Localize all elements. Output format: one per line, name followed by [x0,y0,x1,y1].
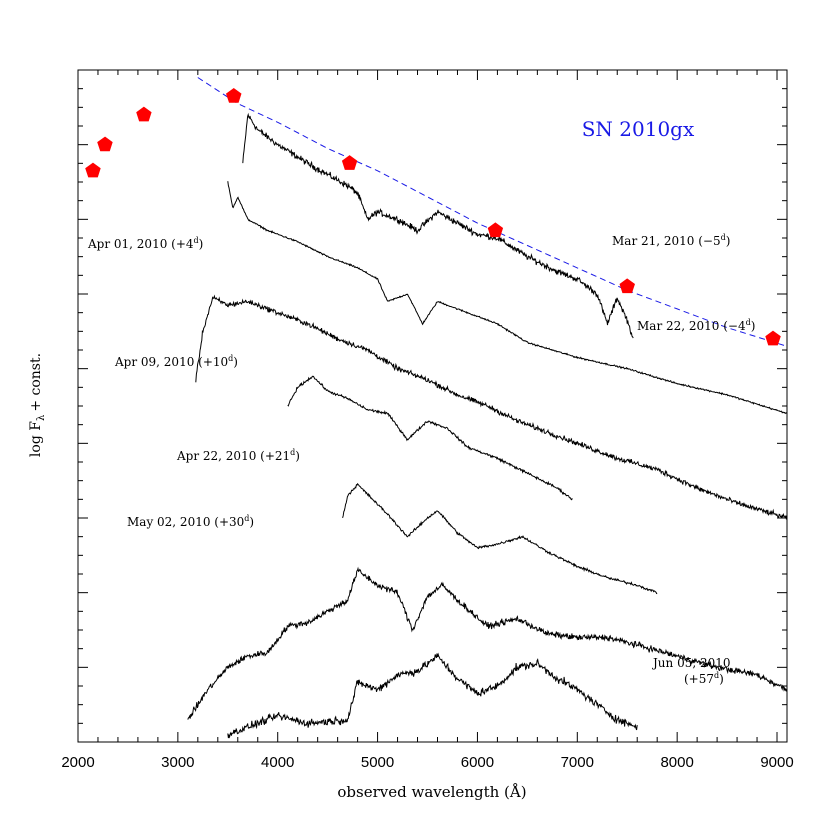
x-tick-label: 7000 [561,754,594,771]
label-jun05-phase: (+57d) [684,671,724,686]
label-apr01: Apr 01, 2010 (+4d) [87,236,203,251]
label-mar21: Mar 21, 2010 (−5d) [612,233,730,248]
x-tick-label: 3000 [161,754,194,771]
x-tick-label: 9000 [760,754,793,771]
photometry-point-5 [487,222,504,238]
spectrum-line-6 [227,652,638,739]
x-tick-label: 6000 [461,754,494,771]
photometry-point-7 [765,330,781,346]
spectrum-line-3 [287,375,573,501]
spectrum-line-0 [242,112,634,339]
model-curve [197,77,788,347]
chart-title: SN 2010gx [582,117,695,141]
label-apr22: Apr 22, 2010 (+21d) [176,448,300,463]
y-axis-label: log Fλ+ const. [28,353,47,457]
label-mar22: Mar 22, 2010 (−4d) [637,318,755,333]
x-tick-label: 5000 [361,754,394,771]
series-layer [187,112,788,739]
label-apr09: Apr 09, 2010 (+10d) [114,354,238,369]
model-layer [197,77,788,347]
x-tick-label: 2000 [61,754,94,771]
x-axis-label: observed wavelength (Å) [337,783,526,801]
photometry-point-4 [341,155,358,170]
tick-layer: 2000 3000 4000 5000 6000 7000 8000 9000 [61,69,794,771]
spectrum-line-4 [342,482,658,595]
x-tick-label: 8000 [660,754,693,771]
x-tick-label: 4000 [261,754,294,771]
photometry-point-1 [97,136,113,152]
spectrum-line-5 [187,566,788,720]
spectrum-line-2 [195,294,788,520]
photometry-layer [85,87,781,346]
label-jun05-date: Jun 05, 2010 [651,656,731,670]
photometry-point-6 [619,278,635,294]
photometry-point-3 [226,87,242,103]
photometry-point-0 [85,162,101,178]
photometry-point-2 [136,106,152,122]
label-may02: May 02, 2010 (+30d) [127,514,254,529]
spectrum-line-1 [227,181,788,415]
